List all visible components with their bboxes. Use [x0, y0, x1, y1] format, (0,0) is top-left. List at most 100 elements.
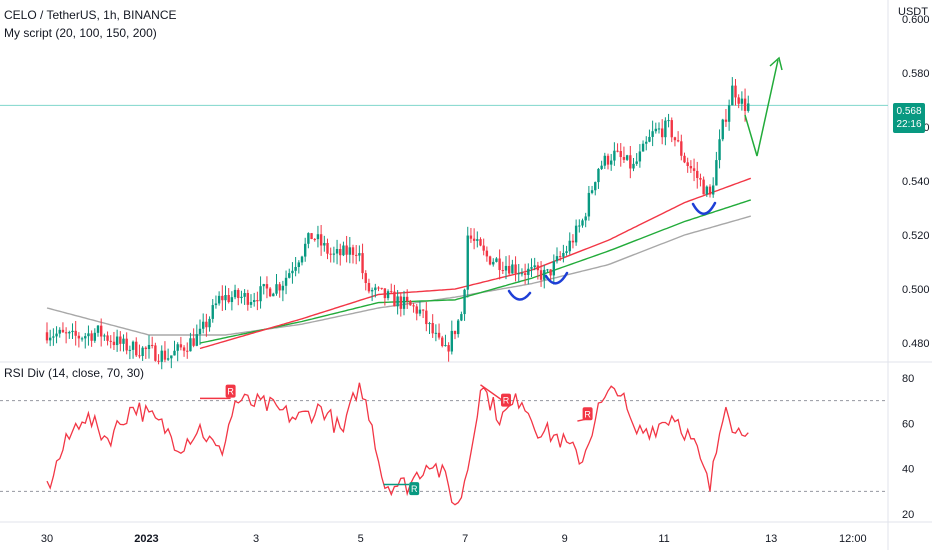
candle-body — [616, 150, 619, 152]
candle-body — [641, 143, 645, 152]
candle-body — [463, 289, 466, 315]
candle-body — [351, 247, 355, 255]
candle-body — [536, 265, 540, 271]
candle-body — [80, 338, 84, 340]
candle-body — [393, 291, 396, 307]
candle-body — [345, 245, 348, 255]
bar-countdown-label: 22:16 — [896, 119, 922, 130]
candle-body — [597, 168, 600, 183]
candle-body — [619, 150, 622, 158]
divergence-badge-label: R — [584, 409, 591, 419]
current-price-label: 0.568 — [896, 106, 922, 117]
candle-body — [230, 297, 234, 303]
candle-body — [93, 332, 97, 341]
candle-body — [176, 344, 179, 351]
ma-red-line — [199, 177, 752, 350]
candle-body — [259, 286, 262, 302]
candle-body — [469, 235, 473, 239]
candle-body — [638, 151, 642, 162]
candle-body — [55, 333, 58, 337]
symbol-legend[interactable]: CELO / TetherUS, 1h, BINANCE — [4, 8, 177, 22]
candle-body — [386, 291, 390, 299]
candle-body — [157, 360, 160, 362]
ma-gray-line — [46, 215, 751, 336]
candle-body — [288, 273, 291, 278]
candle-body — [667, 120, 670, 122]
candle-body — [335, 248, 339, 254]
candle-body — [252, 300, 256, 302]
candle-body — [326, 242, 329, 254]
candle-body — [696, 170, 699, 179]
candle-body — [418, 309, 422, 314]
candle-body — [380, 287, 383, 289]
candle-body — [584, 216, 587, 221]
candle-body — [96, 325, 100, 333]
candle-body — [195, 334, 199, 346]
candle-body — [297, 262, 301, 268]
candle-body — [294, 267, 297, 271]
projection-arrow — [744, 59, 779, 157]
candle-body — [281, 285, 285, 291]
candle-body — [412, 305, 415, 307]
rsi-tick-label: 20 — [902, 509, 914, 521]
candle-body — [87, 333, 90, 337]
candle-body — [552, 261, 556, 276]
candle-body — [227, 295, 230, 303]
candle-body — [115, 336, 119, 346]
candle-body — [664, 120, 667, 138]
candle-body — [498, 258, 501, 271]
divergence-badge — [409, 482, 420, 496]
candle-body — [520, 273, 524, 275]
script-legend[interactable]: My script (20, 100, 150, 200) — [4, 26, 157, 40]
candle-body — [154, 345, 157, 361]
candle-body — [600, 165, 603, 169]
candle-body — [743, 98, 747, 111]
candle-body — [125, 338, 128, 351]
candle-body — [246, 292, 250, 305]
candle-body — [431, 323, 434, 334]
candle-body — [405, 296, 409, 302]
candle-body — [313, 239, 316, 241]
candle-body — [99, 325, 103, 337]
candle-body — [648, 136, 651, 142]
time-tick-label: 13 — [765, 533, 777, 545]
candle-body — [670, 120, 673, 138]
candle-body — [705, 186, 709, 195]
candle-body — [574, 225, 578, 243]
candle-body — [539, 270, 543, 280]
rsi-legend[interactable]: RSI Div (14, close, 70, 30) — [4, 366, 145, 380]
time-tick-label: 11 — [658, 533, 669, 545]
candle-body — [533, 265, 536, 268]
candle-body — [587, 192, 591, 217]
candle-body — [444, 345, 447, 347]
candle-body — [441, 337, 444, 347]
candle-body — [300, 256, 304, 263]
divergence-badge — [225, 384, 236, 398]
time-tick-label: 30 — [41, 533, 53, 545]
candle-body — [173, 350, 176, 356]
candle-body — [319, 234, 323, 246]
projection-arrowhead — [769, 56, 783, 71]
candle-body — [724, 119, 728, 122]
divergence-badge-label: R — [503, 396, 510, 406]
candle-body — [205, 321, 208, 328]
candle-body — [680, 141, 683, 156]
candle-body — [530, 267, 533, 269]
candle-body — [571, 240, 575, 243]
candle-body — [482, 245, 485, 251]
candle-body — [543, 269, 546, 280]
candle-body — [237, 289, 240, 299]
candle-body — [103, 335, 106, 337]
candle-body — [233, 289, 237, 298]
candle-body — [268, 288, 272, 297]
candle-body — [460, 314, 463, 321]
candle-body — [128, 349, 132, 351]
candle-body — [109, 340, 112, 342]
candle-body — [147, 344, 151, 350]
candle-body — [377, 287, 380, 289]
candle-body — [240, 296, 243, 299]
candle-body — [74, 330, 77, 336]
candle-body — [715, 160, 718, 186]
candle-body — [501, 270, 505, 272]
